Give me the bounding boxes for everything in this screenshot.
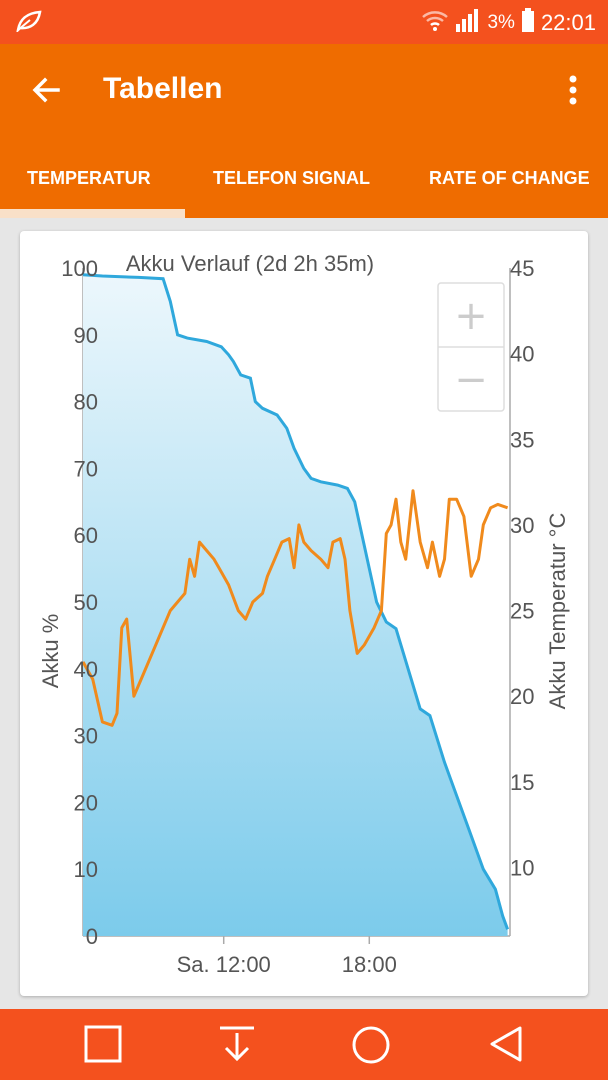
y2-tick-label: 40 [510,342,534,367]
y-tick-label: 30 [74,724,98,749]
tab-rate-of-change[interactable]: RATE OF CHANGE [429,168,590,188]
y2-tick-label: 20 [510,684,534,709]
y-tick-label: 50 [74,590,98,615]
y2-tick-label: 10 [510,855,534,880]
tab-bar: TEMPERATUR TELEFON SIGNAL RATE OF CHANGE [0,140,608,218]
zoom-in-button[interactable]: + [454,293,488,339]
navigation-bar [0,1009,608,1080]
y2-tick-label: 15 [510,770,534,795]
y-tick-label: 80 [74,390,98,415]
back-triangle-icon[interactable] [488,1025,524,1068]
download-arrow-icon[interactable] [218,1025,256,1068]
arrow-back-icon[interactable] [30,74,62,111]
chart-title: Akku Verlauf (2d 2h 35m) [126,251,374,276]
chart-card[interactable]: 100 90 80 70 60 50 40 30 20 10 0 45 40 35 30 25 20 15 10 … [20,231,588,996]
zoom-out-button[interactable]: − [454,357,488,403]
app-leaf-icon [16,10,42,37]
y-tick-label: 20 [74,790,98,815]
y-tick-label: 40 [74,657,98,682]
y2-tick-label: 45 [510,256,534,281]
y-axis-label: Akku % [38,614,63,689]
temperature-line [81,489,509,727]
y2-axis-label: Akku Temperatur °C [545,513,570,710]
cell-signal-icon [455,8,481,38]
x-tick-label: 18:00 [342,952,397,977]
wifi-icon [421,8,449,38]
y2-tick-label: 30 [510,513,534,538]
y-tick-label: 60 [74,523,98,548]
tab-telefon-signal[interactable]: TELEFON SIGNAL [213,168,370,188]
x-tick-label: Sa. 12:00 [177,952,271,977]
battery-icon [521,8,535,38]
tab-temperatur[interactable]: TEMPERATUR [27,168,151,188]
zoom-controls: + − [437,282,505,412]
y-tick-label: 90 [74,323,98,348]
y-tick-label: 70 [74,456,98,481]
y-tick-label: 0 [86,924,98,949]
page-title: Tabellen [103,72,223,105]
y-tick-label: 100 [61,256,98,281]
clock-time: 22:01 [540,10,596,35]
battery-line [82,273,510,930]
home-circle-icon[interactable] [351,1025,391,1070]
tab-indicator [0,209,185,218]
y2-tick-label: 25 [510,599,534,624]
signal-percent: 3% [487,12,515,33]
y2-tick-label: 35 [510,427,534,452]
more-vert-icon[interactable] [568,74,578,111]
y-tick-label: 10 [74,857,98,882]
recents-square-icon[interactable] [84,1025,122,1068]
battery-area [83,274,508,936]
app-bar: Tabellen [0,44,608,140]
status-bar: 3% 22:01 [0,0,608,44]
